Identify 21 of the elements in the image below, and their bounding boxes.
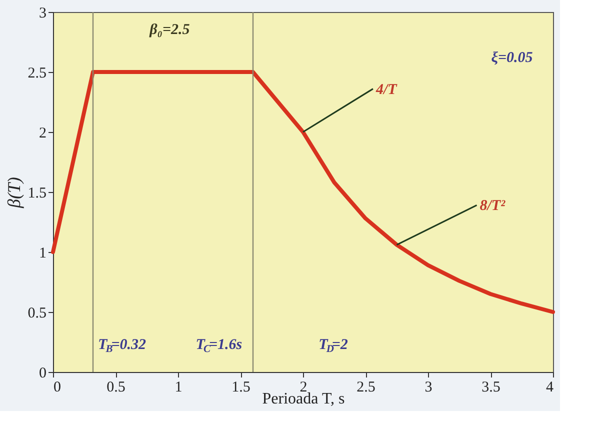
y-tick-label: 3 (39, 6, 46, 22)
x-tick-label: 3.5 (482, 380, 500, 396)
x-tick-label: 4 (546, 380, 554, 396)
x-tick-label: 0.5 (106, 380, 126, 396)
x-tick-label: 0 (54, 380, 61, 396)
y-tick-label: 2.5 (28, 66, 46, 82)
annotation: β₀=2.5 (148, 22, 190, 38)
annotation: 4/T (375, 82, 398, 98)
y-tick-label: 0.5 (28, 306, 46, 322)
y-axis-title: β(T) (4, 177, 24, 209)
annotation: 8/T² (480, 198, 506, 214)
annotation: ξ=0.05 (491, 50, 534, 66)
x-tick-label: 1 (174, 380, 182, 396)
y-tick-label: 1.5 (28, 186, 46, 202)
y-tick-label: 1 (39, 246, 46, 262)
x-tick-label: 2.5 (356, 380, 376, 396)
y-tick-label: 2 (39, 126, 46, 142)
x-tick-label: 3 (424, 380, 432, 396)
x-tick-label: 1.5 (232, 380, 250, 396)
y-tick-label: 0 (39, 366, 46, 382)
line-series (51, 70, 555, 314)
